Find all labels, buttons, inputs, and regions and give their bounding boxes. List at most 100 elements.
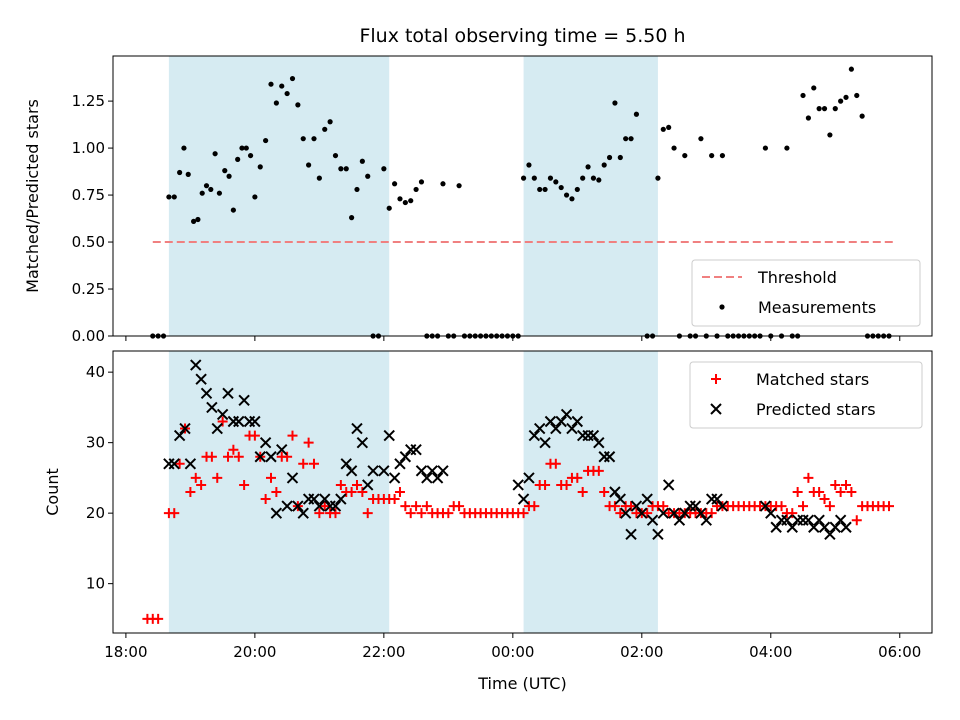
measurement-point — [719, 152, 726, 159]
panel-1: 0.00 0.25 0.50 0.75 1.00 1.25 Matched/Predicte… — [23, 25, 933, 345]
predicted-point — [603, 451, 616, 463]
matched-point — [792, 487, 803, 497]
matched-point — [212, 472, 223, 483]
measurement-point — [408, 198, 414, 204]
measurement-point — [316, 175, 322, 181]
matched-point — [540, 479, 551, 490]
x-tick-label: 18:00 — [104, 643, 147, 661]
y-tick-label: 1.00 — [72, 139, 105, 157]
predicted-point — [319, 493, 331, 505]
predicted-point — [587, 429, 600, 442]
measurement-point — [854, 92, 860, 99]
predicted-point — [367, 465, 379, 477]
predicted-point — [394, 458, 406, 470]
predicted-point — [641, 493, 653, 505]
measurement-point — [239, 145, 245, 151]
predicted-point — [211, 422, 223, 435]
measurement-point — [821, 106, 828, 112]
y-tick-label: 0.25 — [72, 280, 105, 298]
measurement-point — [558, 184, 564, 191]
matched-point — [298, 458, 309, 469]
matched-point — [609, 501, 620, 512]
predicted-point — [233, 415, 245, 428]
matched-point — [400, 501, 411, 512]
legend-measurements-swatch — [719, 304, 725, 310]
measurement-point — [596, 177, 602, 183]
predicted-point — [705, 493, 718, 505]
predicted-point — [716, 500, 729, 512]
predicted-point — [593, 436, 605, 449]
predicted-point — [662, 479, 675, 491]
predicted-point — [184, 458, 197, 470]
measurement-point — [590, 175, 597, 181]
matched-point — [776, 501, 787, 512]
measurement-point — [216, 190, 223, 196]
y-axis-label: Count — [43, 468, 62, 516]
plot-frame — [112, 350, 933, 634]
measurement-point — [212, 151, 218, 157]
measurement-point — [553, 179, 559, 185]
x-tick-label: 06:00 — [878, 643, 921, 661]
matched-point — [421, 501, 432, 512]
measurement-point — [252, 194, 258, 200]
measurement-point — [585, 164, 591, 170]
plot-frame — [112, 55, 933, 337]
matched-point — [330, 508, 341, 519]
matched-point — [626, 501, 637, 512]
matched-point — [239, 479, 250, 490]
y-tick-label: 10 — [86, 575, 105, 593]
measurement-point — [195, 216, 201, 223]
measurement-point — [166, 194, 172, 200]
matched-point — [518, 508, 529, 519]
predicted-point — [216, 408, 229, 421]
predicted-point — [625, 528, 637, 541]
measurement-point — [199, 190, 205, 196]
legend-predicted-label: Predicted stars — [756, 400, 876, 419]
measurement-point — [816, 106, 822, 112]
measurement-point — [563, 192, 570, 198]
measurement-point — [698, 136, 704, 142]
predicted-point — [550, 422, 562, 435]
x-axis-label: Time (UTC) — [477, 674, 566, 693]
predicted-point — [614, 493, 627, 505]
matched-point — [443, 508, 454, 519]
measurement-point — [349, 215, 355, 221]
measurement-point — [848, 66, 854, 72]
matched-point — [819, 494, 830, 505]
y-tick-label: 1.25 — [72, 92, 105, 110]
measurement-point — [185, 171, 191, 177]
predicted-point — [619, 507, 632, 519]
measurement-point — [381, 166, 387, 172]
predicted-point — [351, 422, 363, 435]
predicted-point — [673, 514, 686, 526]
panel-2: 10 20 30 40 18:00 20:00 22:00 00:00 02:00 04:00 06… — [43, 350, 933, 693]
measurement-point — [805, 115, 811, 121]
measurement-point — [660, 126, 666, 132]
matched-point — [185, 487, 196, 497]
predicted-point — [775, 514, 788, 526]
series-1 — [150, 66, 892, 339]
measurement-point — [327, 119, 333, 125]
predicted-point — [378, 465, 390, 477]
matched-point — [265, 472, 276, 483]
measurement-point — [230, 207, 236, 213]
predicted-point — [517, 493, 530, 505]
predicted-point — [179, 422, 191, 435]
measurement-point — [633, 111, 640, 117]
predicted-point — [426, 465, 438, 477]
predicted-point — [270, 507, 283, 519]
observing-window-2 — [523, 56, 658, 336]
measurement-point — [311, 136, 317, 142]
measurement-point — [547, 175, 554, 181]
predicted-point — [759, 500, 772, 512]
predicted-point — [571, 415, 584, 428]
measurement-point — [520, 175, 527, 181]
matched-point — [550, 458, 561, 469]
measurement-point — [300, 136, 306, 142]
predicted-point — [195, 373, 207, 385]
predicted-point — [523, 472, 535, 484]
predicted-point — [388, 472, 401, 484]
predicted-point — [544, 415, 557, 428]
y-tick-label: 30 — [86, 434, 105, 452]
predicted-point — [383, 429, 395, 442]
